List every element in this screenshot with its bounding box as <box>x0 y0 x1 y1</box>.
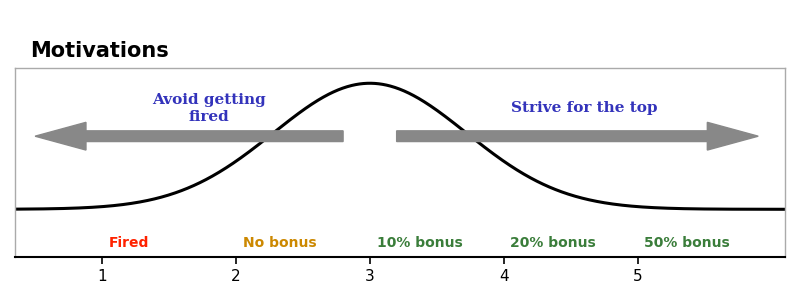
Text: Strive for the top: Strive for the top <box>511 101 658 115</box>
Text: 20% bonus: 20% bonus <box>510 236 596 250</box>
FancyArrow shape <box>35 122 343 150</box>
Text: Motivations: Motivations <box>30 41 169 61</box>
Text: 10% bonus: 10% bonus <box>377 236 462 250</box>
Text: Avoid getting
fired: Avoid getting fired <box>152 93 266 123</box>
Text: Fired: Fired <box>109 236 149 250</box>
Text: 50% bonus: 50% bonus <box>644 236 730 250</box>
Text: No bonus: No bonus <box>242 236 316 250</box>
FancyArrow shape <box>397 122 758 150</box>
